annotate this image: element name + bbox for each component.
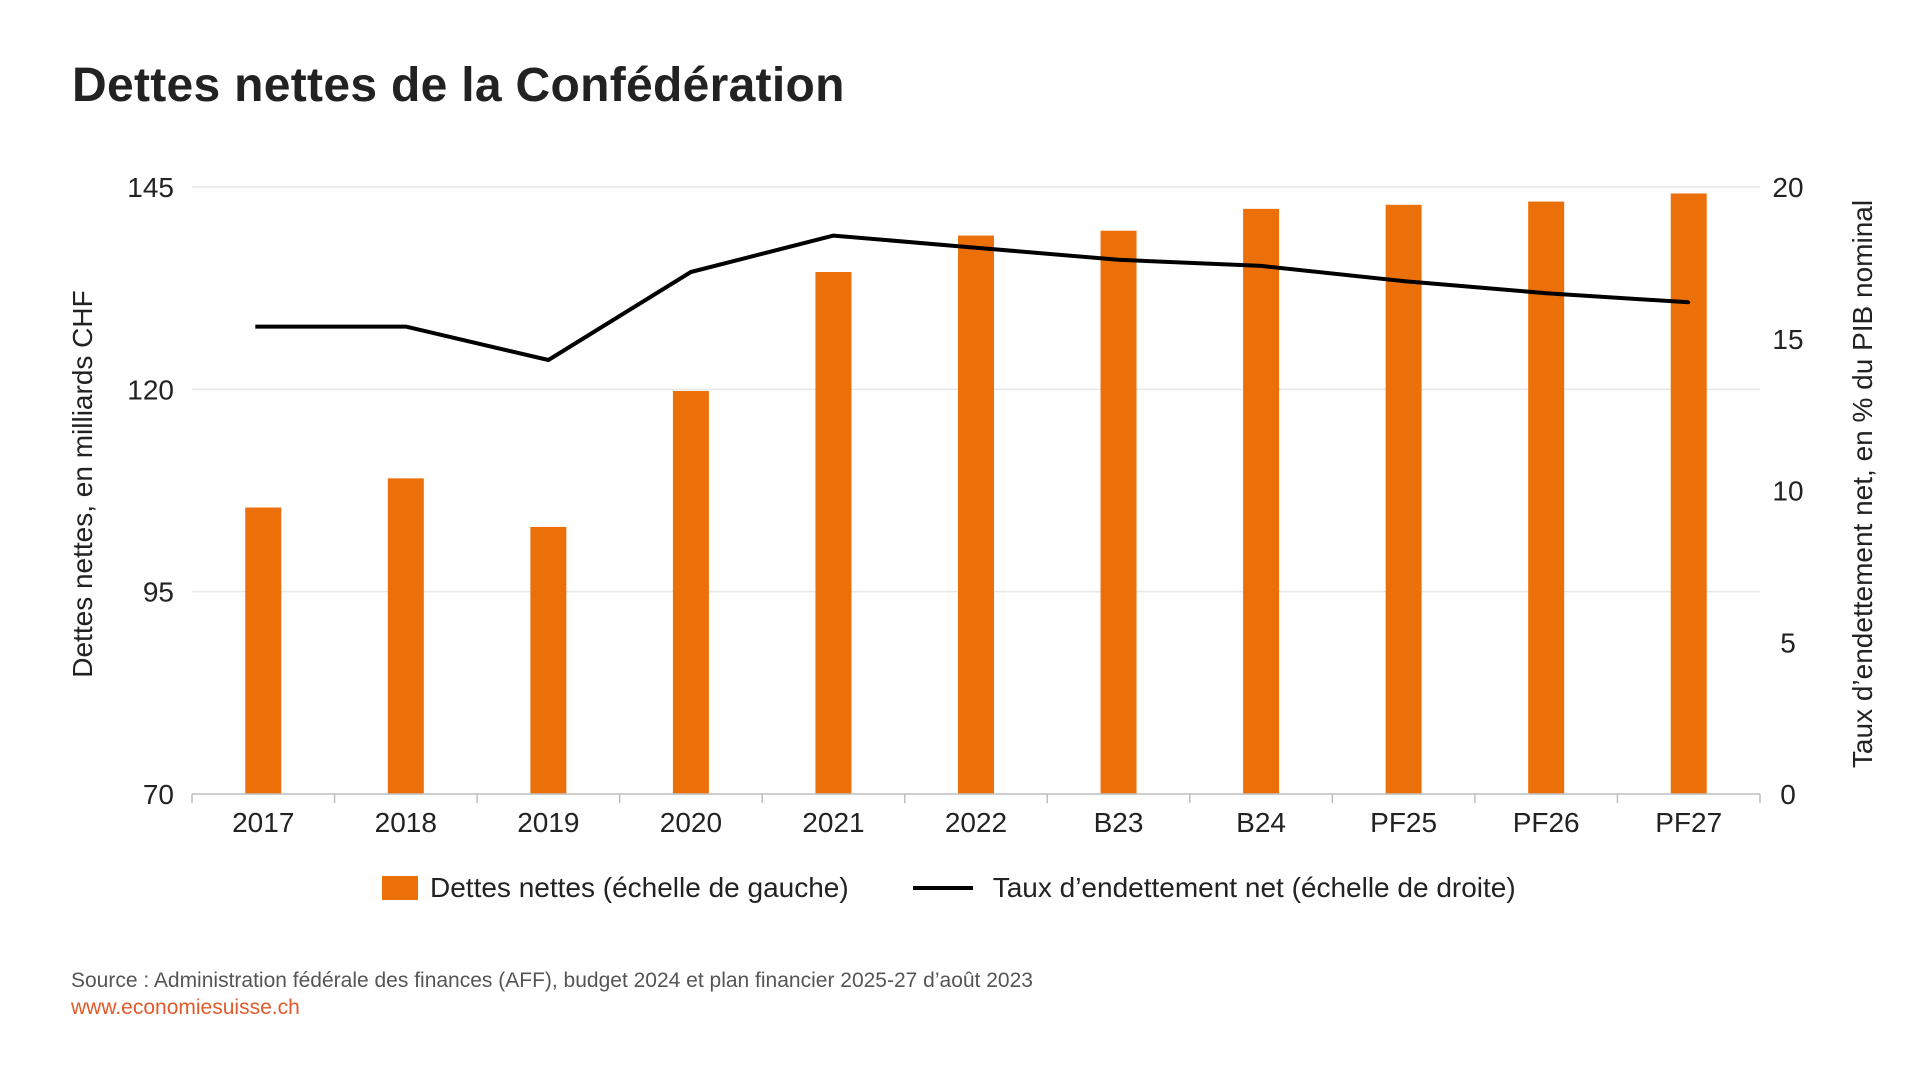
x-tick-label: PF26 xyxy=(1513,807,1580,838)
bar xyxy=(1528,201,1565,794)
bar xyxy=(1100,230,1137,795)
line-point xyxy=(404,325,408,329)
bar xyxy=(245,507,282,794)
legend-label-line: Taux d’endettement net (échelle de droit… xyxy=(992,872,1516,903)
x-axis xyxy=(191,793,1761,803)
legend-label-bars: Dettes nettes (échelle de gauche) xyxy=(430,872,849,903)
line-point xyxy=(831,234,835,238)
bar xyxy=(1243,208,1280,795)
x-tick-label: 2017 xyxy=(232,807,294,838)
y-left-tick-label: 145 xyxy=(127,172,174,203)
line-point xyxy=(1259,264,1263,268)
line-series xyxy=(255,233,1691,362)
y-right-tick-label: 20 xyxy=(1772,172,1803,203)
line-point xyxy=(546,358,550,362)
tick-labels: 70 95 120 145 0 5 10 15 20 2017 2018 2019 2020 2021 20… xyxy=(127,172,1803,838)
x-tick-label: 2019 xyxy=(517,807,579,838)
y-left-tick-label: 95 xyxy=(143,577,174,608)
bar xyxy=(530,526,567,794)
legend-item-line: Taux d’endettement net (échelle de droit… xyxy=(912,872,1516,904)
y-left-tick-label: 70 xyxy=(143,779,174,810)
bar xyxy=(1670,193,1707,794)
series-line xyxy=(255,233,1689,362)
x-tick-label: 2018 xyxy=(375,807,437,838)
legend-item-bars: Dettes nettes (échelle de gauche) xyxy=(382,872,849,904)
source-note: Source : Administration fédérale des fin… xyxy=(71,969,1033,992)
legend: Dettes nettes (échelle de gauche) Taux d… xyxy=(382,872,1580,904)
website-link[interactable]: www.economiesuisse.ch xyxy=(71,996,300,1019)
bar xyxy=(958,235,994,794)
y-axis-right-title: Taux d’endettement net, en % du PIB nomi… xyxy=(1847,200,1878,768)
line-point xyxy=(1687,300,1691,304)
y-axis-left-title: Dettes nettes, en milliards CHF xyxy=(67,290,98,677)
bar xyxy=(815,271,852,795)
line-point xyxy=(974,246,978,250)
x-tick-label: B23 xyxy=(1094,807,1144,838)
y-right-tick-label: 5 xyxy=(1780,627,1796,658)
x-tick-label: 2020 xyxy=(660,807,722,838)
x-tick-label: 2021 xyxy=(802,807,864,838)
y-right-tick-label: 10 xyxy=(1772,476,1803,507)
x-tick-label: PF27 xyxy=(1655,807,1722,838)
x-tick-label: PF25 xyxy=(1370,807,1437,838)
legend-swatch-line xyxy=(912,886,973,890)
x-tick-label: 2022 xyxy=(945,807,1007,838)
line-point xyxy=(1402,279,1406,283)
x-tick-label: B24 xyxy=(1236,807,1286,838)
chart-title: Dettes nettes de la Confédération xyxy=(72,59,845,112)
bar xyxy=(1385,204,1422,795)
line-point xyxy=(1544,291,1548,295)
bar-series xyxy=(245,193,1707,795)
line-point xyxy=(689,270,693,274)
legend-swatch-bar xyxy=(382,876,418,900)
bar xyxy=(387,478,424,794)
y-left-tick-label: 120 xyxy=(127,374,174,405)
line-point xyxy=(261,325,265,329)
y-right-tick-label: 15 xyxy=(1772,324,1803,355)
bar xyxy=(672,390,709,794)
line-point xyxy=(1117,258,1121,262)
y-right-tick-label: 0 xyxy=(1780,779,1796,810)
